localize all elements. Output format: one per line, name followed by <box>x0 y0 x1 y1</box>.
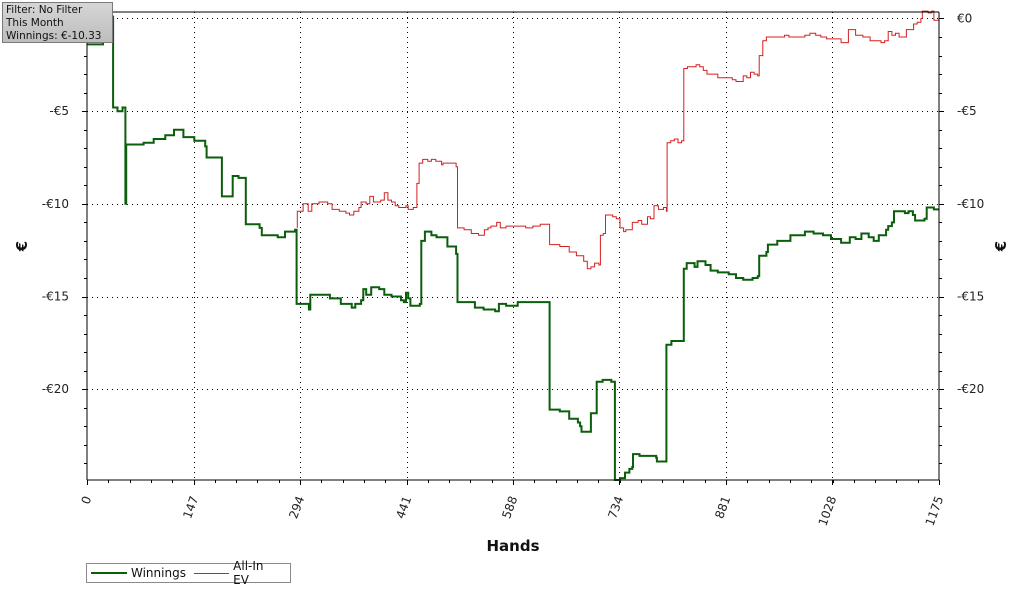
y-tick-label-right: -€15 <box>957 290 984 304</box>
legend-item-all-in-ev[interactable]: All-In EV <box>193 559 282 587</box>
legend-swatch-winnings <box>91 572 127 574</box>
y-tick-label-right: -€10 <box>957 197 984 211</box>
winnings-text: Winnings: €-10.33 <box>6 30 102 42</box>
y-tick-label-left: -€10 <box>42 197 69 211</box>
stats-info-box: Filter: No Filter This Month Winnings: €… <box>2 2 113 43</box>
y-tick-label-left: -€15 <box>42 290 69 304</box>
filter-text: Filter: No Filter <box>6 4 83 16</box>
all-in-ev-line <box>296 10 940 270</box>
y-tick-label-left: -€5 <box>49 104 69 118</box>
winnings-line <box>87 15 939 481</box>
legend-swatch-all-in-ev <box>193 572 230 574</box>
period-text: This Month <box>6 17 64 29</box>
grid-lines <box>87 12 939 480</box>
x-tick-label: 0 <box>79 494 95 506</box>
y-tick-label-right: -€5 <box>957 104 977 118</box>
y-axis-title-right: € <box>992 241 1010 252</box>
series-lines <box>87 10 940 481</box>
x-tick-label: 734 <box>605 494 626 520</box>
legend-item-winnings[interactable]: Winnings <box>91 566 186 580</box>
y-tick-label-left: -€20 <box>42 382 69 396</box>
legend-label-winnings: Winnings <box>131 566 186 580</box>
chart-legend: Winnings All-In EV <box>86 559 291 587</box>
x-tick-label: 147 <box>180 494 201 520</box>
x-tick-label: 588 <box>499 494 520 520</box>
x-tick-label: 441 <box>393 494 414 520</box>
plot-frame <box>86 11 940 481</box>
legend-label-all-in-ev: All-In EV <box>233 559 264 587</box>
x-tick-label: 294 <box>286 494 307 520</box>
x-tick-label: 1028 <box>816 494 840 527</box>
y-tick-label-right: -€20 <box>957 382 984 396</box>
x-tick-label: 1175 <box>923 494 947 527</box>
y-tick-label-right: €0 <box>957 11 972 25</box>
x-tick-label: 881 <box>712 494 733 520</box>
y-axis-title-left: € <box>13 241 31 252</box>
x-axis-title: Hands <box>486 537 539 555</box>
